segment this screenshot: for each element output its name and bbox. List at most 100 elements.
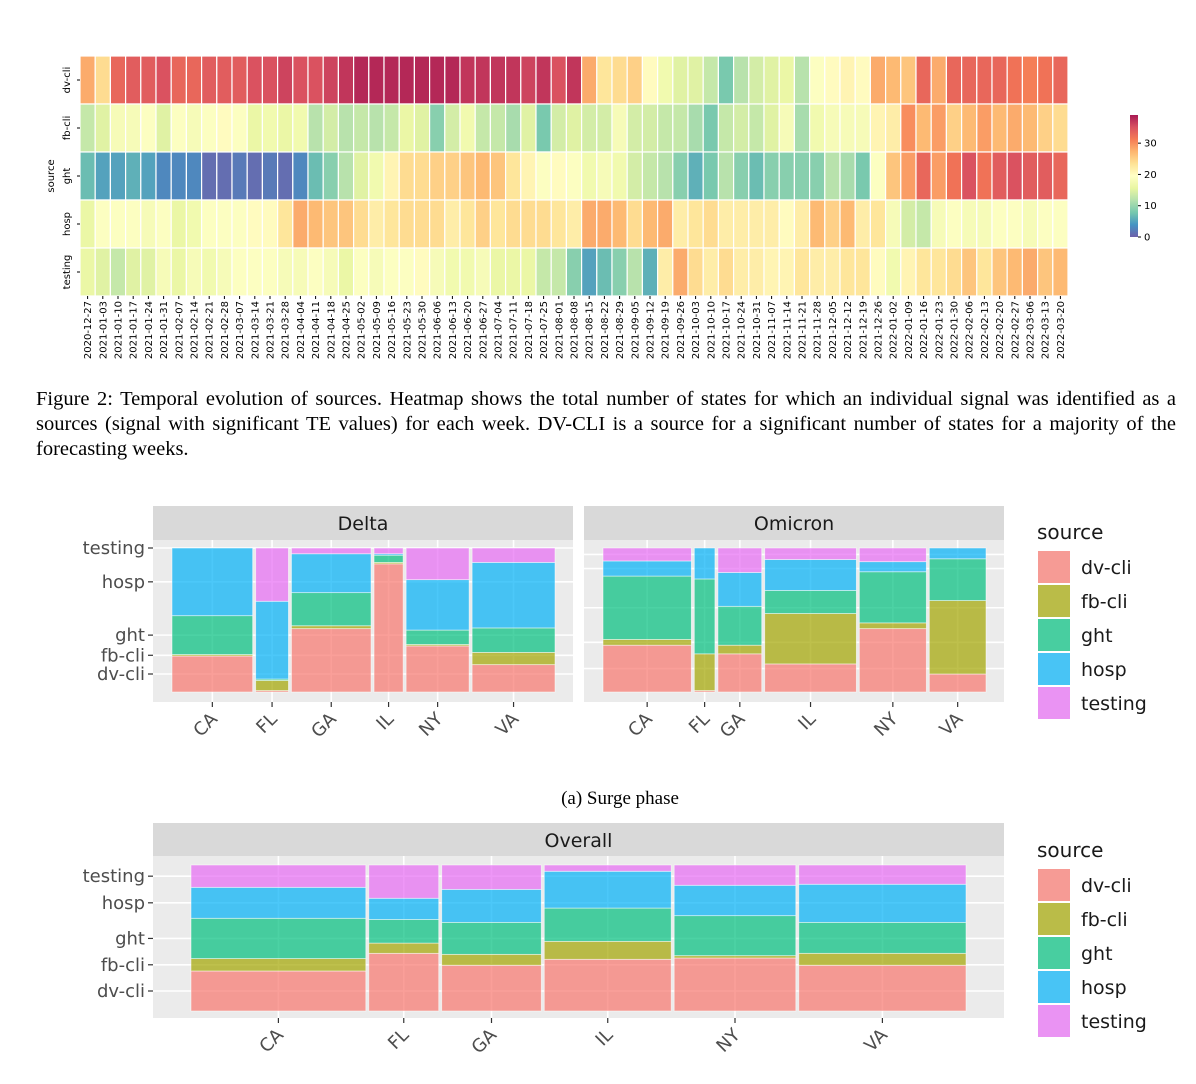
heatmap-cell bbox=[170, 103, 187, 153]
heatmap-cell bbox=[292, 247, 309, 297]
x-tick-label: VA bbox=[936, 708, 968, 740]
heatmap-cell bbox=[824, 151, 841, 201]
mosaic-segment-dv-cli bbox=[190, 970, 367, 1012]
heatmap-cell bbox=[976, 55, 993, 105]
heatmap-cell bbox=[201, 103, 218, 153]
heatmap-cell bbox=[960, 199, 978, 249]
x-tick-label: NY bbox=[870, 708, 903, 741]
heatmap-cell bbox=[824, 247, 841, 297]
heatmap-cell bbox=[930, 103, 948, 153]
date-label: 2021-09-12 bbox=[646, 301, 657, 359]
heatmap-cell bbox=[307, 151, 324, 201]
date-label: 2021-12-12 bbox=[843, 301, 854, 359]
heatmap-cell bbox=[930, 199, 948, 249]
heatmap-cell bbox=[535, 199, 552, 249]
heatmap-cell bbox=[79, 199, 96, 249]
heatmap-cell bbox=[900, 199, 917, 249]
heatmap-cell bbox=[337, 151, 355, 201]
heatmap-cell bbox=[915, 103, 932, 153]
mosaic-segment-hosp bbox=[368, 897, 440, 920]
heatmap-cell bbox=[976, 103, 993, 153]
date-label: 2021-07-11 bbox=[509, 301, 520, 359]
date-label: 2021-01-10 bbox=[114, 301, 125, 359]
mosaic-segment-testing bbox=[368, 864, 440, 899]
heatmap-cell bbox=[808, 103, 826, 153]
mosaic-segment-fb-cli bbox=[543, 940, 672, 960]
heatmap-cell bbox=[763, 151, 780, 201]
mosaic-segment-fb-cli bbox=[441, 953, 542, 966]
heatmap-cell bbox=[626, 103, 644, 153]
y-tick-label: ght bbox=[115, 625, 145, 646]
heatmap-cell bbox=[292, 55, 309, 105]
heatmap-cell bbox=[368, 151, 385, 201]
heatmap-cell bbox=[687, 199, 704, 249]
x-tick-label: FL bbox=[685, 709, 714, 738]
mosaic-segment-testing bbox=[441, 864, 542, 890]
heatmap-cell bbox=[474, 247, 492, 297]
mosaic-segment-fb-cli bbox=[471, 652, 556, 666]
heatmap-cell bbox=[124, 247, 142, 297]
heatmap-cell bbox=[656, 103, 674, 153]
heatmap-cell bbox=[1006, 55, 1024, 105]
heatmap-cell bbox=[1006, 103, 1024, 153]
heatmap-cell bbox=[565, 55, 583, 105]
heatmap-cell bbox=[717, 199, 735, 249]
heatmap-cell bbox=[246, 55, 263, 105]
date-label: 2021-07-04 bbox=[494, 301, 505, 359]
heatmap-cell bbox=[429, 55, 446, 105]
heatmap-cell bbox=[717, 103, 735, 153]
date-label: 2021-05-30 bbox=[418, 301, 429, 359]
legend-swatch-testing bbox=[1038, 687, 1070, 719]
heatmap-cell bbox=[185, 151, 203, 201]
heatmap-cell bbox=[611, 103, 628, 153]
x-tick-label: CA bbox=[189, 708, 222, 741]
heatmap-cell bbox=[337, 55, 355, 105]
heatmap-cell bbox=[398, 55, 416, 105]
heatmap-cell bbox=[915, 151, 932, 201]
mosaic-segment-ght bbox=[405, 629, 470, 645]
heatmap-cell bbox=[672, 103, 689, 153]
heatmap-cell bbox=[459, 55, 476, 105]
mosaic-column-va bbox=[798, 864, 967, 1012]
heatmap-cell bbox=[155, 247, 172, 297]
heatmap-cell bbox=[459, 151, 476, 201]
heatmap-cell bbox=[1021, 247, 1039, 297]
heatmap-cell bbox=[945, 151, 963, 201]
heatmap-cell bbox=[459, 103, 476, 153]
heatmap-cell bbox=[778, 151, 796, 201]
panel-title: Omicron bbox=[754, 513, 834, 535]
heatmap-cell bbox=[505, 199, 522, 249]
heatmap-cell bbox=[109, 55, 127, 105]
date-label: 2021-10-03 bbox=[691, 301, 702, 359]
heatmap-cell bbox=[869, 199, 887, 249]
heatmap-cell bbox=[94, 199, 111, 249]
x-tick-label: GA bbox=[468, 1024, 502, 1058]
heatmap-cell bbox=[368, 247, 385, 297]
heatmap-cell bbox=[596, 151, 613, 201]
date-label: 2021-12-19 bbox=[858, 301, 869, 359]
date-label: 2021-10-17 bbox=[722, 301, 733, 359]
heatmap-cell bbox=[398, 199, 416, 249]
heatmap-cell bbox=[109, 103, 127, 153]
mosaic-segment-fb-cli bbox=[190, 958, 367, 972]
mosaic-segment-hosp bbox=[858, 561, 927, 573]
mosaic-segment-dv-cli bbox=[928, 673, 987, 693]
mosaic-segment-fb-cli bbox=[717, 644, 763, 655]
colorbar-tick-label: 30 bbox=[1144, 139, 1157, 150]
heatmap-cell bbox=[611, 55, 628, 105]
heatmap-cell bbox=[109, 199, 127, 249]
heatmap-cell bbox=[656, 247, 674, 297]
mosaic-panel-overall: Overall CA FL GA IL NY VA dv-cli fb-cli ght hosp te… bbox=[83, 823, 1004, 1058]
mosaic-segment-hosp bbox=[693, 547, 716, 580]
heatmap-cell bbox=[170, 55, 187, 105]
date-label: 2021-10-10 bbox=[706, 301, 717, 359]
heatmap-cell bbox=[246, 151, 263, 201]
legend-label: fb-cli bbox=[1081, 909, 1128, 931]
mosaic-segment-ght bbox=[717, 605, 763, 646]
heatmap-cell bbox=[839, 199, 856, 249]
heatmap-cell bbox=[337, 103, 355, 153]
heatmap-cell bbox=[353, 199, 370, 249]
heatmap-cell bbox=[793, 103, 811, 153]
heatmap-cell bbox=[277, 247, 294, 297]
